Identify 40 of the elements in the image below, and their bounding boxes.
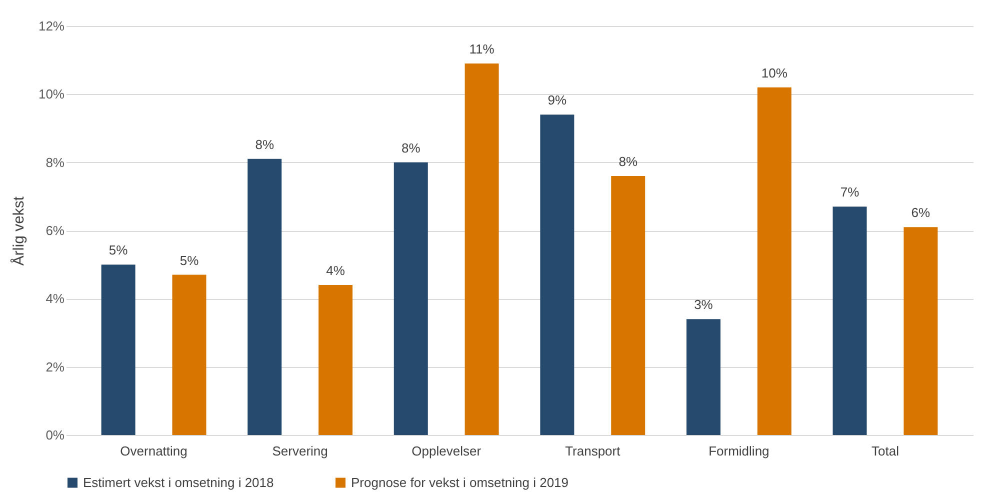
data-label: 3% <box>694 297 714 312</box>
y-tick-label: 6% <box>46 223 65 238</box>
data-label: 9% <box>548 92 568 108</box>
bar <box>832 206 867 435</box>
y-tick-label: 12% <box>38 18 65 34</box>
x-tick-label: Overnatting <box>120 444 188 458</box>
data-label: 8% <box>401 140 421 156</box>
x-tick-label: Formidling <box>708 444 770 458</box>
y-tick-label: 8% <box>46 154 65 170</box>
bar <box>394 162 428 435</box>
y-axis-title: Årlig vekst <box>9 196 28 266</box>
y-tick-label: 2% <box>46 359 65 374</box>
bar <box>464 63 499 435</box>
data-label: 8% <box>618 154 638 169</box>
data-label: 11% <box>469 41 495 56</box>
bar <box>172 274 206 435</box>
data-label: 7% <box>840 184 860 200</box>
bar <box>611 176 646 435</box>
bar <box>904 227 938 435</box>
bar <box>686 319 720 435</box>
data-label: 8% <box>255 136 274 152</box>
bar <box>101 264 136 435</box>
y-tick-label: 0% <box>46 428 65 442</box>
bar <box>318 285 353 435</box>
bar <box>757 87 792 435</box>
bar <box>248 158 282 435</box>
bar <box>540 114 574 435</box>
data-label: 4% <box>326 263 346 278</box>
x-tick-label: Opplevelser <box>412 444 482 458</box>
data-label: 10% <box>761 65 788 80</box>
y-tick-label: 4% <box>46 291 65 306</box>
x-tick-label: Total <box>871 444 900 458</box>
legend-label: Estimert vekst i omsetning i 2018 <box>83 474 274 490</box>
data-label: 5% <box>180 252 200 268</box>
y-tick-label: 10% <box>38 86 65 102</box>
x-tick-label: Servering <box>272 444 328 458</box>
legend-label: Prognose for vekst i omsetning i 2019 <box>351 474 569 490</box>
data-label: 6% <box>911 205 931 220</box>
data-label: 5% <box>108 242 128 258</box>
x-tick-label: Transport <box>565 444 621 458</box>
